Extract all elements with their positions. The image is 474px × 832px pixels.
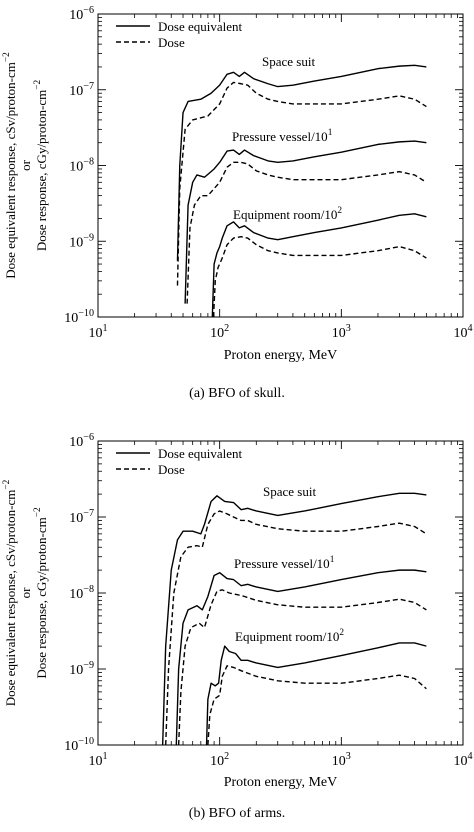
chart-panel-b: 101 102 103 104 10−10 10−9 10−8 10−7 10−6 Proton … xyxy=(2,432,473,790)
legend-label: Dose equivalent xyxy=(158,19,243,34)
y-tick-label: 10−9 xyxy=(69,660,94,678)
curve-annotation: Space suit xyxy=(263,484,316,499)
pressure-vessel-10-1-dose-equivalent-line xyxy=(184,140,427,304)
x-tick-label: 104 xyxy=(453,751,472,769)
x-tick-label: 104 xyxy=(453,323,472,341)
legend-label: Dose equivalent xyxy=(158,446,243,461)
x-axis-label: Proton energy, MeV xyxy=(224,348,338,363)
y-axis-label: Dose equivalent response, cSv/proton-cm−… xyxy=(2,52,49,279)
caption-a: (a) BFO of skull. xyxy=(189,386,285,401)
curve-annotation: Pressure vessel/101 xyxy=(232,128,333,144)
curve-annotation: Space suit xyxy=(262,54,315,69)
space-suit-dose-line xyxy=(176,81,427,286)
y-axis-label: Dose equivalent response, cSv/proton-cm−… xyxy=(2,479,49,706)
x-tick-label: 102 xyxy=(210,751,229,769)
y-axis-label-line: Dose response, cGy/proton-cm−2 xyxy=(33,507,49,679)
y-tick-label: 10−8 xyxy=(69,584,94,602)
curve-annotation: Pressure vessel/101 xyxy=(234,555,335,571)
equipment-room-10-2-dose-equivalent-line xyxy=(205,642,427,745)
space-suit-dose-equivalent-line xyxy=(176,64,427,261)
x-axis-label: Proton energy, MeV xyxy=(224,775,338,790)
y-axis-label-line: Dose equivalent response, cSv/proton-cm−… xyxy=(2,52,18,279)
equipment-room-10-2-dose-line xyxy=(212,235,427,317)
x-tick-label: 103 xyxy=(332,751,351,769)
y-tick-label: 10−6 xyxy=(69,5,94,23)
y-axis-label-line: Dose equivalent response, cSv/proton-cm−… xyxy=(2,479,18,706)
legend-label: Dose xyxy=(158,35,185,50)
equipment-room-10-2-dose-equivalent-line xyxy=(211,213,427,317)
y-tick-label: 10−7 xyxy=(69,508,94,526)
x-tick-label: 102 xyxy=(210,323,229,341)
pressure-vessel-10-1-dose-line xyxy=(177,589,427,745)
y-axis-label-line: Dose response, cGy/proton-cm−2 xyxy=(33,80,49,252)
legend-label: Dose xyxy=(158,462,185,477)
y-tick-label: 10−9 xyxy=(69,232,94,250)
x-tick-label: 101 xyxy=(88,751,107,769)
y-tick-label: 10−6 xyxy=(69,432,94,450)
y-axis-label-line: or xyxy=(18,159,33,171)
y-axis-label-line: or xyxy=(18,587,33,599)
y-tick-label: 10−10 xyxy=(64,308,94,326)
x-tick-label: 103 xyxy=(332,323,351,341)
pressure-vessel-10-1-dose-line xyxy=(186,161,427,304)
curve-annotation: Equipment room/102 xyxy=(235,628,344,644)
y-tick-label: 10−10 xyxy=(64,736,94,754)
equipment-room-10-2-dose-line xyxy=(207,665,427,745)
curve-annotation: Equipment room/102 xyxy=(233,206,342,222)
caption-b: (b) BFO of arms. xyxy=(188,806,286,821)
chart-panel-a: 101 102 103 104 10−10 10−9 10−8 10−7 10−6 Proton … xyxy=(2,5,473,363)
pressure-vessel-10-1-dose-equivalent-line xyxy=(175,569,427,745)
y-tick-label: 10−7 xyxy=(69,81,94,99)
x-tick-label: 101 xyxy=(88,323,107,341)
space-suit-dose-line xyxy=(164,510,427,745)
space-suit-dose-equivalent-line xyxy=(161,492,427,745)
y-tick-label: 10−8 xyxy=(69,157,94,175)
